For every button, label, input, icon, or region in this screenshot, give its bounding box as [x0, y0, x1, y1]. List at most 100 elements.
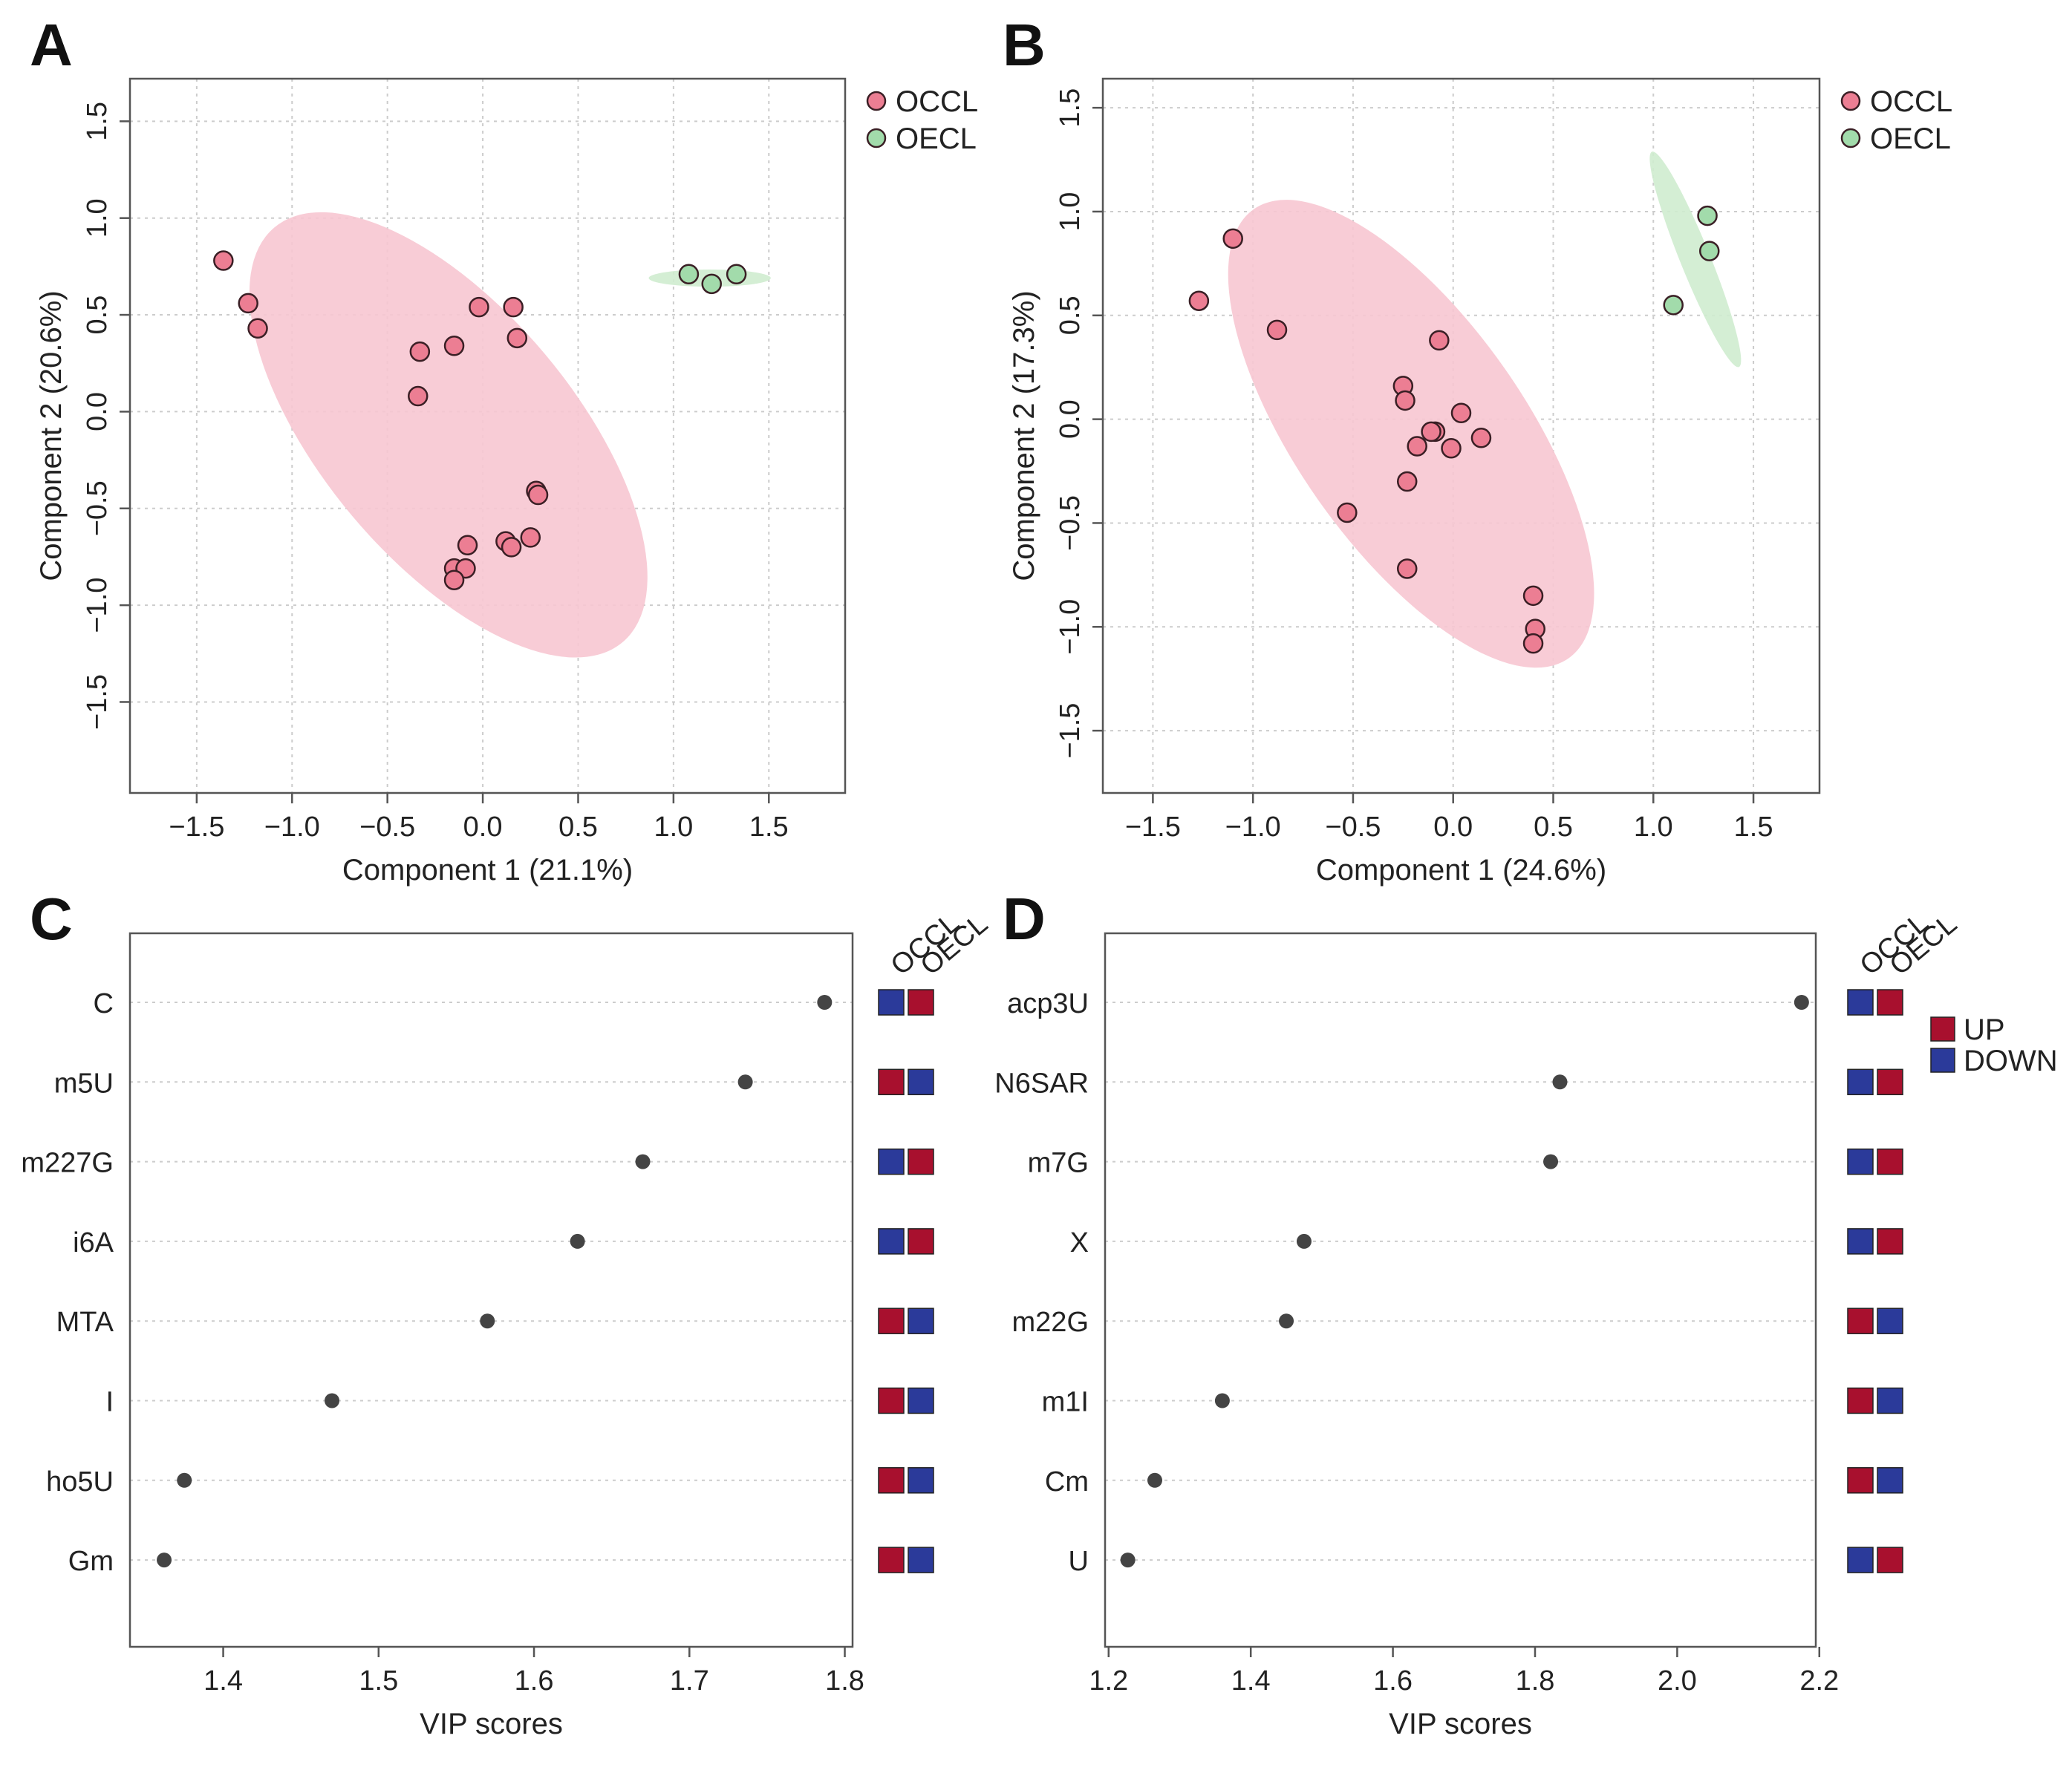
- chart-c-category-label: I: [105, 1387, 114, 1418]
- chart-b-x-axis-title: Component 1 (24.6%): [1316, 854, 1606, 887]
- chart-a-x-tick-label: 1.0: [654, 812, 693, 843]
- chart-d-vip-point: [1214, 1393, 1230, 1408]
- chart-d-heatmap-cell-down: [1847, 1228, 1874, 1255]
- chart-d-x-axis-title: VIP scores: [1389, 1708, 1532, 1740]
- chart-c-heatmap-cell-up: [908, 1148, 934, 1175]
- chart-b-point-occl: [1429, 330, 1450, 351]
- chart-b-y-tick-label: −0.5: [1055, 495, 1086, 551]
- chart-a-y-tick-label: 0.5: [82, 296, 113, 335]
- chart-a-x-tick-label: −1.0: [264, 812, 320, 843]
- chart-c-vip-point: [570, 1233, 585, 1249]
- chart-b-point-occl: [1421, 421, 1441, 443]
- chart-b-pca-scatter: −1.5 −1.0 −0.5 0.0 0.5 1.0 1.5 −1.5 −1.0 −0.5 0.0 0…: [1008, 77, 1952, 887]
- panel-letter-a: A: [30, 12, 73, 78]
- chart-b-point-occl: [1522, 585, 1544, 607]
- chart-c-category-label: C: [94, 988, 114, 1019]
- chart-a-legend-label: OCCL: [896, 85, 978, 118]
- chart-d-x-tick-label: 1.6: [1373, 1665, 1413, 1697]
- chart-b-point-oecl: [1698, 241, 1720, 261]
- chart-c-heatmap-cell-up: [908, 989, 934, 1016]
- chart-b-x-tick-label: 1.5: [1734, 812, 1773, 843]
- chart-b-point-occl: [1441, 438, 1462, 459]
- chart-c-category-label: MTA: [56, 1307, 114, 1338]
- chart-d-heatmap-cell-up: [1877, 989, 1903, 1016]
- chart-c-category-label: i6A: [73, 1227, 114, 1258]
- chart-a-point-oecl: [726, 264, 747, 285]
- chart-c-vip-point: [177, 1472, 192, 1488]
- chart-c-heatmap-cell-down: [908, 1467, 934, 1494]
- chart-b-point-occl: [1522, 633, 1544, 654]
- chart-b-y-tick-label: −1.5: [1055, 703, 1086, 759]
- chart-d-heatmap-cell-down: [1847, 1068, 1874, 1096]
- chart-d-x-tick-label: 1.2: [1089, 1665, 1128, 1697]
- chart-d-heatmap-cell-down: [1877, 1467, 1903, 1494]
- chart-d-category-label: m7G: [1028, 1148, 1089, 1179]
- chart-b-point-occl: [1395, 390, 1415, 411]
- chart-a-legend-marker-occl: [866, 91, 887, 111]
- chart-a-point-oecl: [701, 273, 722, 295]
- chart-b-y-tick-label: 0.0: [1055, 399, 1086, 439]
- chart-d-heatmap-cell-up: [1877, 1547, 1903, 1573]
- panel-letter-b: B: [1003, 12, 1046, 78]
- chart-c-vip-point: [157, 1553, 172, 1568]
- chart-a-point-occl: [520, 527, 541, 548]
- chart-b-x-tick-label: −1.5: [1125, 812, 1181, 843]
- chart-b-point-oecl: [1663, 295, 1684, 316]
- panel-letter-d: D: [1003, 886, 1046, 952]
- chart-d-vip-point: [1279, 1313, 1294, 1329]
- chart-a-point-occl: [408, 385, 429, 407]
- chart-d-legend-swatch-down: [1930, 1048, 1955, 1073]
- chart-d-legend-swatch-up: [1930, 1016, 1955, 1042]
- chart-c-heatmap-cell-down: [908, 1307, 934, 1334]
- chart-b-legend-marker-occl: [1840, 91, 1861, 111]
- chart-b-point-occl: [1396, 471, 1418, 492]
- chart-d-heatmap-cell-up: [1877, 1148, 1903, 1175]
- chart-b-x-tick-label: −1.0: [1225, 812, 1281, 843]
- chart-d-heatmap-cell-down: [1847, 1148, 1874, 1175]
- chart-a-x-tick-label: 1.5: [749, 812, 789, 843]
- chart-d-vip-point: [1543, 1154, 1559, 1169]
- chart-a-point-occl: [527, 484, 549, 506]
- chart-b-x-tick-label: 0.5: [1534, 812, 1573, 843]
- chart-d-category-label: X: [1070, 1227, 1089, 1258]
- chart-d-vip-point: [1296, 1233, 1312, 1249]
- chart-a-point-occl: [457, 535, 478, 556]
- chart-c-category-label: ho5U: [46, 1466, 114, 1498]
- chart-d-x-tick-label: 1.8: [1516, 1665, 1555, 1697]
- chart-c-plot-frame: [128, 932, 854, 1648]
- chart-c-x-tick-label: 1.4: [203, 1665, 243, 1697]
- chart-c-heatmap-cell-up: [908, 1228, 934, 1255]
- chart-b-legend-label: OECL: [1870, 123, 1951, 155]
- chart-b-point-oecl: [1697, 205, 1718, 226]
- chart-d-x-tick-label: 1.4: [1231, 1665, 1271, 1697]
- chart-c-x-tick-label: 1.8: [825, 1665, 864, 1697]
- chart-b-point-occl: [1470, 428, 1492, 448]
- chart-d-legend-label: DOWN: [1964, 1045, 2058, 1077]
- chart-a-point-occl: [247, 318, 268, 339]
- chart-a-x-axis-title: Component 1 (21.1%): [342, 854, 633, 887]
- chart-b-y-tick-label: 1.0: [1055, 192, 1086, 232]
- chart-d-heatmap-cell-down: [1847, 989, 1874, 1016]
- chart-b-point-occl: [1396, 558, 1418, 579]
- chart-b-y-axis-title: Component 2 (17.3%): [1008, 290, 1040, 581]
- chart-c-vip-point: [635, 1154, 651, 1169]
- chart-c-vip-point: [325, 1393, 340, 1408]
- chart-d-x-tick-label: 2.0: [1658, 1665, 1697, 1697]
- chart-a-x-tick-label: −1.5: [169, 812, 224, 843]
- chart-d-legend-label: UP: [1964, 1013, 2005, 1046]
- chart-b-point-occl: [1450, 402, 1472, 423]
- chart-c-heatmap-cell-down: [878, 1148, 905, 1175]
- chart-a-point-occl: [501, 537, 522, 558]
- chart-c-heatmap-cell-up: [878, 1387, 905, 1414]
- chart-c-heatmap-cell-down: [908, 1068, 934, 1096]
- chart-d-category-label: N6SAR: [994, 1068, 1089, 1099]
- chart-c-x-tick-label: 1.6: [515, 1665, 554, 1697]
- chart-d-category-label: Cm: [1045, 1466, 1089, 1498]
- chart-c-x-tick-label: 1.5: [359, 1665, 398, 1697]
- chart-a-y-tick-label: −0.5: [82, 480, 113, 536]
- chart-a-point-oecl: [678, 264, 700, 285]
- chart-c-vip-point: [817, 995, 833, 1010]
